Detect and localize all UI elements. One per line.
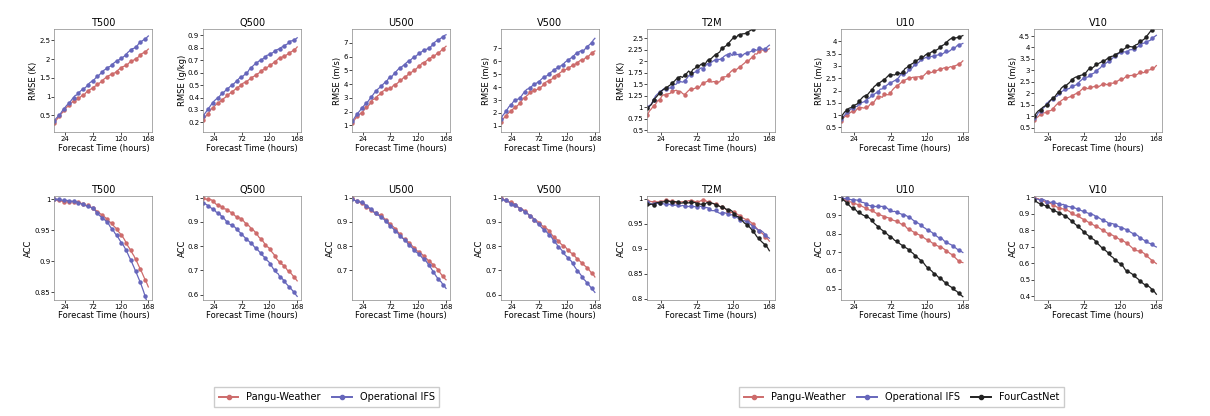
X-axis label: Forecast Time (hours): Forecast Time (hours)	[58, 144, 149, 153]
X-axis label: Forecast Time (hours): Forecast Time (hours)	[356, 144, 446, 153]
Title: Q500: Q500	[240, 17, 265, 27]
Title: T500: T500	[91, 185, 116, 195]
Title: T2M: T2M	[701, 185, 721, 195]
X-axis label: Forecast Time (hours): Forecast Time (hours)	[666, 311, 757, 320]
Y-axis label: RMSE (m/s): RMSE (m/s)	[1009, 57, 1018, 105]
Title: U500: U500	[388, 17, 414, 27]
Y-axis label: RMSE (m/s): RMSE (m/s)	[816, 57, 824, 105]
Title: U10: U10	[894, 17, 915, 27]
X-axis label: Forecast Time (hours): Forecast Time (hours)	[58, 311, 149, 320]
Title: U10: U10	[894, 185, 915, 195]
X-axis label: Forecast Time (hours): Forecast Time (hours)	[1051, 311, 1143, 320]
Title: V10: V10	[1089, 17, 1107, 27]
X-axis label: Forecast Time (hours): Forecast Time (hours)	[207, 311, 298, 320]
Title: U500: U500	[388, 185, 414, 195]
Y-axis label: ACC: ACC	[617, 239, 626, 257]
X-axis label: Forecast Time (hours): Forecast Time (hours)	[505, 311, 595, 320]
Y-axis label: RMSE (K): RMSE (K)	[617, 62, 626, 100]
Y-axis label: ACC: ACC	[24, 239, 33, 257]
Title: V10: V10	[1089, 185, 1107, 195]
Y-axis label: ACC: ACC	[816, 239, 824, 257]
Title: T2M: T2M	[701, 17, 721, 27]
X-axis label: Forecast Time (hours): Forecast Time (hours)	[505, 144, 595, 153]
Legend: Pangu-Weather, Operational IFS: Pangu-Weather, Operational IFS	[214, 387, 439, 407]
Y-axis label: RMSE (K): RMSE (K)	[29, 62, 38, 100]
Y-axis label: ACC: ACC	[327, 239, 335, 257]
Y-axis label: RMSE (m/s): RMSE (m/s)	[333, 57, 342, 105]
Title: V500: V500	[537, 185, 563, 195]
Legend: Pangu-Weather, Operational IFS, FourCastNet: Pangu-Weather, Operational IFS, FourCast…	[739, 387, 1064, 407]
X-axis label: Forecast Time (hours): Forecast Time (hours)	[666, 144, 757, 153]
Y-axis label: ACC: ACC	[476, 239, 484, 257]
X-axis label: Forecast Time (hours): Forecast Time (hours)	[1051, 144, 1143, 153]
Y-axis label: ACC: ACC	[178, 239, 186, 257]
Y-axis label: RMSE (m/s): RMSE (m/s)	[482, 57, 491, 105]
Title: Q500: Q500	[240, 185, 265, 195]
Y-axis label: ACC: ACC	[1008, 239, 1018, 257]
X-axis label: Forecast Time (hours): Forecast Time (hours)	[859, 311, 950, 320]
X-axis label: Forecast Time (hours): Forecast Time (hours)	[859, 144, 950, 153]
X-axis label: Forecast Time (hours): Forecast Time (hours)	[356, 311, 446, 320]
Title: T500: T500	[91, 17, 116, 27]
Y-axis label: RMSE (g/kg): RMSE (g/kg)	[178, 55, 186, 106]
X-axis label: Forecast Time (hours): Forecast Time (hours)	[207, 144, 298, 153]
Title: V500: V500	[537, 17, 563, 27]
